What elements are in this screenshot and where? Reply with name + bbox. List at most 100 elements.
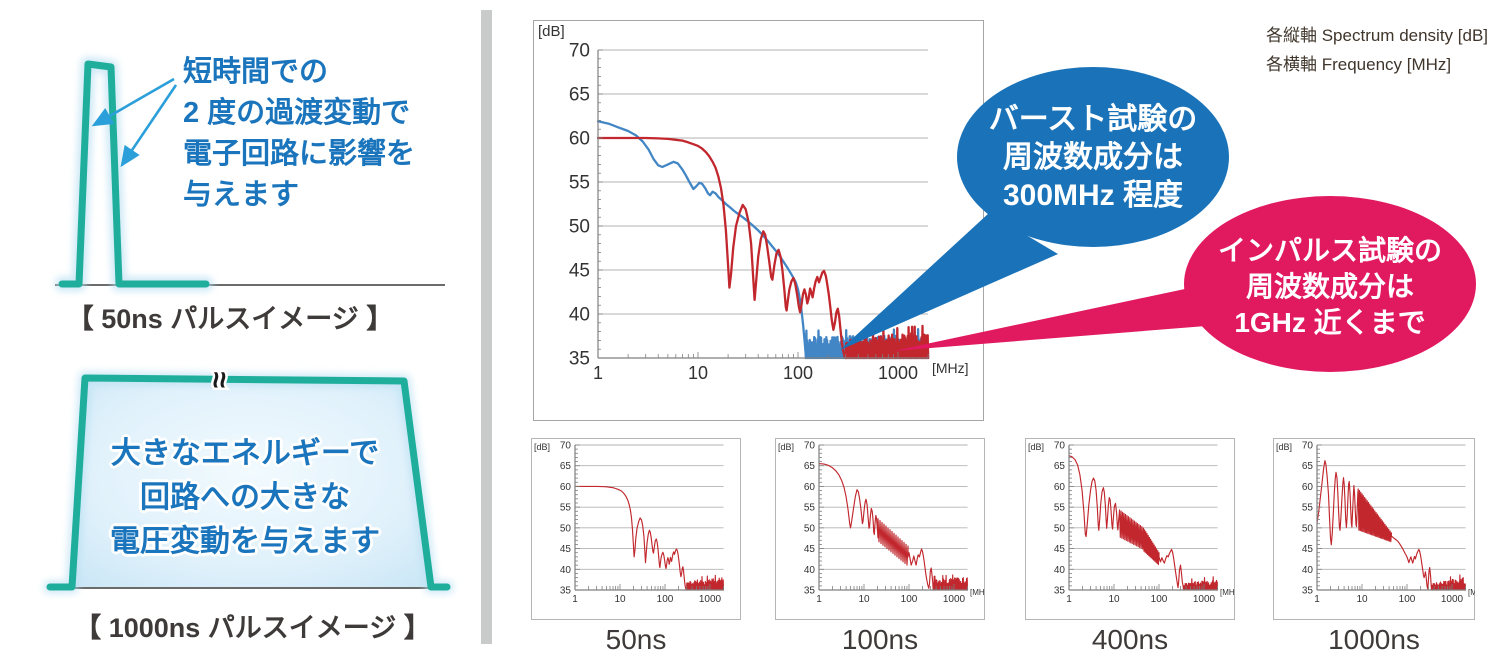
x-axis-unit-label: [MHz] <box>1468 588 1475 597</box>
axes <box>574 444 724 591</box>
gridlines <box>1069 444 1218 570</box>
y-tick-label: 55 <box>804 503 816 514</box>
pulse-1000ns-caption: 【 1000ns パルスイメージ 】 <box>74 613 431 643</box>
y-tick-label: 45 <box>569 261 590 282</box>
axes-note-vertical: 各縦軸 Spectrum density [dB] <box>1266 26 1489 45</box>
y-tick-label: 40 <box>560 565 572 576</box>
x-tick-label: 1000 <box>699 594 722 605</box>
x-tick-label: 10 <box>1108 594 1120 605</box>
annotation-line: 電子回路に影響を <box>183 138 416 170</box>
x-tick-label: 1 <box>816 594 822 605</box>
y-tick-label: 55 <box>1054 503 1066 514</box>
main-spectrum-chart: 70 65 60 55 50 45 40 351 10 100 1000 [dB] [MHz] <box>533 20 984 421</box>
x-tick-label: 1000 <box>1193 594 1216 605</box>
y-tick-label: 70 <box>1054 441 1066 452</box>
pulse-illustrations: ≈ <box>43 56 454 594</box>
y-tick-label: 35 <box>1054 586 1066 597</box>
y-tick-label: 50 <box>1302 523 1314 534</box>
annotation-line: 2 度の過渡変動で <box>183 97 411 129</box>
y-tick-label: 60 <box>569 129 590 150</box>
x-tick-label: 1000 <box>1441 594 1464 605</box>
y-tick-label: 50 <box>560 523 572 534</box>
y-tick-label: 45 <box>1302 544 1314 555</box>
y-tick-label: 70 <box>560 441 572 452</box>
y-axis-unit-label: [dB] <box>778 442 794 452</box>
y-tick-label: 45 <box>560 544 572 555</box>
series-impulse-50ns <box>574 485 725 591</box>
y-axis-unit-label: [dB] <box>534 442 550 452</box>
y-tick-label: 60 <box>560 482 572 493</box>
pulse-50ns-drawing <box>54 56 445 292</box>
spectrum-chart-50ns: 70 65 60 55 50 45 40 351 10 100 1000 [dB] <box>531 438 741 620</box>
y-tick-label: 45 <box>804 544 816 555</box>
annotation-line: 回路への大きな <box>140 481 350 514</box>
impulse-bubble-text: インパルス試験の 周波数成分は 1GHz 近くまで <box>1190 233 1470 341</box>
y-tick-label: 40 <box>804 565 816 576</box>
tick-labels: 70 65 60 55 50 45 40 351 10 100 1000 [dB] <box>534 441 722 606</box>
y-tick-label: 40 <box>1302 565 1314 576</box>
x-tick-label: 10 <box>858 594 870 605</box>
spectrum-chart-400ns: 70 65 60 55 50 45 40 351 10 100 1000 [dB] [MHz] <box>1025 438 1235 620</box>
x-axis-unit-label: [MHz] <box>1220 588 1235 597</box>
series <box>574 485 725 591</box>
chart-caption-100ns: 100ns <box>841 624 919 655</box>
y-tick-label: 70 <box>804 441 816 452</box>
y-tick-label: 65 <box>560 461 572 472</box>
y-tick-label: 60 <box>804 482 816 493</box>
y-tick-label: 35 <box>1302 586 1314 597</box>
y-tick-label: 70 <box>1302 441 1314 452</box>
x-tick-label: 1000 <box>878 363 918 383</box>
pulse-50ns-waveform <box>58 60 210 288</box>
gridlines <box>819 444 968 570</box>
transient-arrows <box>91 77 178 168</box>
bubble-line: バースト試験の <box>988 103 1198 136</box>
x-tick-label: 1 <box>1066 594 1072 605</box>
y-tick-label: 65 <box>804 461 816 472</box>
y-tick-label: 55 <box>1302 503 1314 514</box>
x-tick-label: 100 <box>783 363 813 383</box>
x-axis-unit-label: [MHz] <box>932 360 969 376</box>
y-axis-unit-label: [dB] <box>1028 442 1044 452</box>
spectrum-chart-1000ns: 70 65 60 55 50 45 40 351 10 100 1000 [dB] [MHz] <box>1273 438 1475 620</box>
y-tick-label: 60 <box>1302 482 1314 493</box>
x-tick-label: 1 <box>1314 594 1320 605</box>
annotation-line: 短時間での <box>183 56 329 88</box>
burst-bubble-text: バースト試験の 周波数成分は 300MHz 程度 <box>960 101 1226 215</box>
bubble-line: インパルス試験の <box>1217 235 1442 266</box>
annotation-line: 大きなエネルギーで <box>110 437 380 470</box>
y-tick-label: 35 <box>569 349 590 370</box>
axes <box>1316 444 1466 591</box>
axes <box>597 49 929 359</box>
x-tick-label: 100 <box>901 594 918 605</box>
axes-note: 各縦軸 Spectrum density [dB] 各横軸 Frequency … <box>1266 21 1488 79</box>
x-tick-label: 100 <box>1399 594 1416 605</box>
y-tick-label: 60 <box>1054 482 1066 493</box>
y-tick-label: 65 <box>1302 461 1314 472</box>
spectrum-chart-100ns: 70 65 60 55 50 45 40 351 10 100 1000 [dB] [MHz] <box>775 438 985 620</box>
pulse-50ns-caption: 【 50ns パルスイメージ 】 <box>66 304 394 334</box>
annotation-line: 与えます <box>183 179 300 211</box>
chart-caption-400ns: 400ns <box>1091 624 1169 655</box>
x-tick-label: 1 <box>593 363 603 383</box>
y-tick-label: 50 <box>569 217 590 238</box>
x-axis-unit-label: [MHz] <box>970 588 985 597</box>
gridlines <box>1317 444 1466 570</box>
chart-caption-50ns: 50ns <box>605 624 667 655</box>
series <box>1068 455 1219 591</box>
pulse-1000ns-waveform <box>46 374 451 591</box>
tick-labels: 70 65 60 55 50 45 40 351 10 100 1000 [dB] [MHz] <box>1028 441 1235 606</box>
x-tick-label: 1 <box>572 594 578 605</box>
series-impulse-400ns <box>1068 455 1219 591</box>
pulse-1000ns-drawing: ≈ <box>43 369 454 594</box>
y-tick-label: 35 <box>560 586 572 597</box>
x-tick-label: 1000 <box>943 594 966 605</box>
y-tick-label: 50 <box>1054 523 1066 534</box>
tick-labels: 70 65 60 55 50 45 40 351 10 100 1000 [dB] [MHz] <box>1276 441 1475 606</box>
bubble-line: 1GHz 近くまで <box>1234 307 1426 338</box>
y-tick-label: 70 <box>569 41 590 62</box>
y-axis-unit-label: [dB] <box>538 23 565 40</box>
arrow-rising-edge <box>91 77 175 127</box>
pulse-1000ns-annotation: 大きなエネルギーで 回路への大きな 電圧変動を与えます <box>90 432 400 564</box>
bubble-line: 周波数成分は <box>1003 141 1183 174</box>
